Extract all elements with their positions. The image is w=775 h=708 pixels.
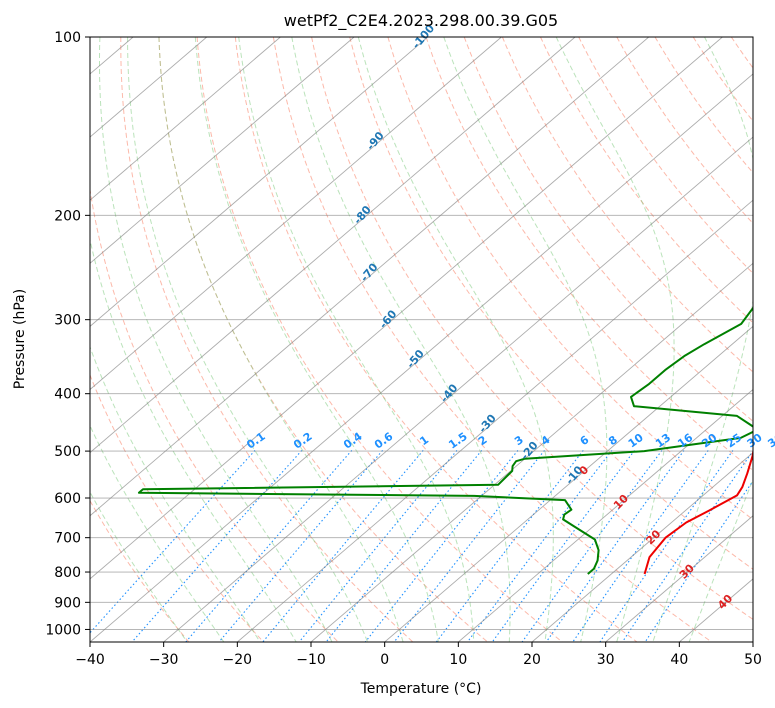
y-tick-label: 600	[54, 491, 81, 507]
mixing-ratio-label: 36	[765, 431, 775, 451]
isotherm	[237, 199, 753, 642]
isotherm	[90, 37, 576, 454]
moist-adiabat	[291, 37, 511, 642]
mixing-ratio-line	[599, 450, 734, 642]
dry-adiabat	[654, 37, 753, 174]
y-tick-label: 400	[54, 387, 81, 403]
isotherm	[458, 388, 753, 642]
y-tick-label: 100	[54, 30, 81, 46]
mixing-ratio-line	[644, 480, 753, 642]
mixing-ratio-line	[393, 450, 545, 642]
moist-adiabat	[90, 424, 225, 642]
moist-adiabat	[555, 37, 675, 642]
moist-adiabat	[127, 37, 369, 642]
x-tick-label: 0	[380, 652, 389, 668]
mixing-ratio-line	[131, 450, 303, 642]
dry-adiabat	[90, 186, 339, 642]
isotherm	[90, 37, 723, 580]
moist-adiabat	[158, 37, 404, 642]
mixing-ratio-line	[325, 450, 483, 642]
y-tick-label: 200	[54, 208, 81, 224]
x-tick-label: −40	[75, 652, 105, 668]
y-tick-label: 500	[54, 444, 81, 460]
mixing-ratio-line	[298, 450, 458, 642]
mixing-ratio-line	[364, 450, 519, 642]
isotherm	[531, 452, 753, 642]
y-tick-label: 300	[54, 313, 81, 329]
x-tick-label: 20	[523, 652, 541, 668]
moist-adiabat	[357, 37, 554, 642]
y-axis-label: Pressure (hPa)	[12, 289, 28, 389]
y-tick-label: 800	[54, 565, 81, 581]
y-tick-label: 1000	[45, 622, 81, 638]
isotherm	[90, 73, 753, 642]
y-tick-label: 700	[54, 531, 81, 547]
mixing-ratio-line	[90, 450, 256, 634]
x-tick-label: −20	[223, 652, 253, 668]
isotherm	[605, 515, 753, 642]
moist-adiabat	[90, 237, 297, 642]
isotherm	[90, 37, 355, 264]
background-lines	[90, 37, 753, 642]
y-tick-label: 900	[54, 595, 81, 611]
moist-adiabat	[652, 37, 753, 642]
x-tick-label: 40	[670, 652, 688, 668]
dry-adiabat	[349, 37, 753, 570]
x-tick-label: 30	[597, 652, 615, 668]
mixing-ratio-line	[435, 450, 584, 642]
dewpoint-trace	[137, 306, 753, 575]
dry-adiabat	[272, 37, 712, 642]
mixing-ratio-line	[621, 450, 753, 642]
isotherm	[163, 136, 753, 642]
dry-adiabat	[540, 37, 753, 324]
isotherm	[384, 325, 753, 642]
chart-title: wetPf2_C2E4.2023.298.00.39.G05	[284, 11, 558, 31]
dry-adiabat	[234, 37, 638, 642]
isotherm	[90, 37, 429, 327]
dry-adiabat	[501, 37, 753, 373]
isotherm	[90, 37, 502, 391]
x-tick-label: −10	[296, 652, 326, 668]
x-tick-label: 50	[744, 652, 762, 668]
isotherm	[90, 37, 281, 201]
moist-adiabat	[238, 37, 475, 642]
x-axis-label: Temperature (°C)	[360, 681, 482, 697]
mixing-ratio-line	[262, 450, 424, 642]
plot-frame	[89, 36, 754, 643]
x-tick-label: −30	[149, 652, 179, 668]
isotherm	[90, 37, 650, 517]
temperature-trace	[643, 447, 753, 575]
axes: −40 −30 −20 −10 0 10 20 30 40 50 1000 900 800 700 600 5…	[45, 30, 762, 668]
sounding-traces	[137, 306, 753, 575]
dry-adiabat	[311, 37, 753, 620]
mixing-ratio-line	[467, 450, 613, 642]
x-tick-label: 10	[449, 652, 467, 668]
moist-adiabat	[99, 37, 333, 642]
dry-adiabat	[387, 37, 753, 521]
mixing-ratio-line	[491, 450, 636, 642]
isotherm	[310, 262, 753, 642]
